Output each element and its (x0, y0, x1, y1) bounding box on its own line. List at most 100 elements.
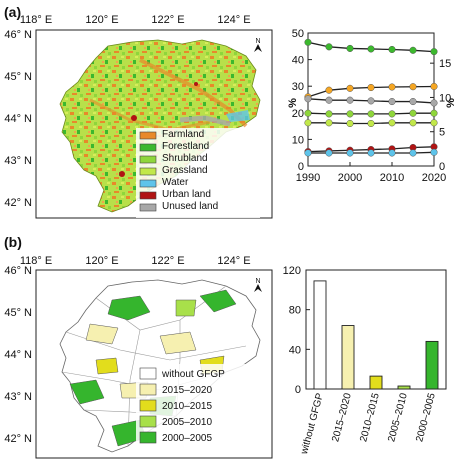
map-b-lon-label-3: 124° E (217, 255, 250, 267)
right-axis-tick-label: 15 (439, 58, 451, 70)
bar-y-tick-label: 80 (289, 305, 301, 317)
series-0-point (346, 44, 354, 52)
series-3-point (409, 109, 417, 117)
right-axis-tick-label: 10 (439, 92, 451, 104)
legend-swatch (139, 399, 157, 412)
series-0-point (367, 45, 375, 53)
map-b-lat-label-0: 46° N (4, 265, 32, 277)
legend-label: Grassland (162, 165, 208, 176)
panel-a-map: 118° E 120° E 122° E 124° E 46° N 45° N … (4, 14, 273, 219)
subbasin-2010-2015 (95, 357, 119, 375)
bar-y-tick-label: 40 (289, 344, 301, 356)
series-3-point (325, 110, 333, 118)
series-2-point (409, 98, 417, 106)
series-2-point (367, 97, 375, 105)
legend-label: 2005–2010 (162, 417, 212, 428)
series-3-point (388, 110, 396, 118)
water-patch (226, 110, 250, 122)
x-axis-tick-label: 2010 (380, 172, 404, 184)
left-axis-tick-label: 10 (292, 134, 304, 146)
bar (369, 375, 383, 390)
legend-label: 2010–2015 (162, 401, 212, 412)
north-label-a: N (255, 38, 260, 45)
series-1-point (409, 83, 417, 91)
legend-label: Unused land (162, 201, 218, 212)
series-0-point (409, 46, 417, 54)
series-4-point (367, 119, 375, 128)
series-0-point (304, 38, 312, 46)
series-1-point (325, 86, 333, 94)
series-6-point (346, 149, 354, 157)
map-b-lon-label-1: 120° E (85, 255, 118, 267)
series-2-point (346, 96, 354, 104)
map-a-lat-label-4: 42° N (4, 197, 32, 209)
legend-background (136, 128, 260, 218)
series-3-point (304, 109, 312, 117)
legend-label: Water (162, 177, 189, 188)
series-1-point (367, 83, 375, 92)
subbasin-2015-2020 (85, 323, 119, 345)
map-a-lat-label-3: 43° N (4, 155, 32, 167)
series-4-point (388, 119, 396, 127)
map-a-lat-label-0: 46° N (4, 29, 32, 41)
series-4-point (304, 119, 312, 127)
subbasin-2015-2020 (159, 331, 197, 355)
series-2-point (430, 99, 438, 107)
bar-category-label: 2015–2020 (330, 392, 354, 444)
series-6-point (325, 149, 333, 157)
map-b-lat-label-2: 44° N (4, 349, 32, 361)
series-2-point (325, 96, 333, 104)
series-4-point (325, 119, 333, 127)
north-label-b: N (255, 278, 260, 285)
unused-land-patch (179, 115, 231, 127)
x-axis-tick-label: 2000 (338, 172, 362, 184)
farmland-strip (89, 98, 211, 132)
panel-a-label: (a) (4, 4, 21, 20)
bar (425, 340, 439, 390)
x-axis-tick-label: 1990 (296, 172, 320, 184)
series-2-point (304, 95, 312, 103)
bar-category-label: 2005–2010 (386, 392, 410, 444)
legend-label: Farmland (162, 129, 204, 140)
north-arrow-b-icon: N (254, 278, 262, 292)
urban-land-patch (131, 115, 137, 121)
series-6-point (304, 149, 312, 157)
bar-category-label: 2000–2005 (414, 392, 438, 444)
legend-swatch (139, 191, 157, 200)
legend-swatch (139, 155, 157, 164)
series-6-point (388, 149, 396, 157)
map-b-lon-label-0: 118° E (20, 255, 52, 267)
legend-label: without GFGP (161, 369, 225, 380)
right-axis-tick-label: 0 (439, 161, 445, 173)
line-chart: % % 0 10 20 30 40 50 0 5 10 15 1990 2000 2010 2020 (287, 28, 457, 184)
legend-background (136, 364, 260, 450)
bar-chart-frame (305, 269, 447, 390)
left-axis-tick-label: 50 (292, 28, 304, 40)
bar-y-tick-label: 0 (295, 384, 301, 396)
subbasin-2000-2005 (199, 289, 237, 313)
series-1-point (388, 83, 396, 91)
series-1-point (430, 82, 438, 91)
subbasin-2005-2010 (175, 299, 197, 317)
urban-land-patch (119, 171, 125, 177)
series-2-point (388, 98, 396, 106)
series-0-point (325, 43, 333, 51)
legend-a: FarmlandForestlandShrublandGrasslandWate… (136, 128, 260, 218)
left-axis-tick-label: 30 (292, 81, 304, 93)
map-a-lat-label-2: 44° N (4, 113, 32, 125)
series-3-point (430, 109, 438, 117)
legend-swatch (139, 431, 157, 444)
series-0-point (388, 45, 396, 54)
series-4-point (430, 119, 438, 127)
right-axis-tick-label: 5 (439, 127, 445, 139)
bar (313, 280, 327, 390)
x-axis-tick-label: 2020 (422, 172, 446, 184)
series-6-point (409, 149, 417, 157)
bar-category-label: 2010–2015 (358, 392, 382, 444)
legend-swatch (139, 167, 157, 176)
legend-label: Shrubland (162, 153, 208, 164)
legend-label: 2015–2020 (162, 385, 212, 396)
left-axis-tick-label: 20 (292, 108, 304, 120)
legend-swatch (139, 203, 157, 212)
